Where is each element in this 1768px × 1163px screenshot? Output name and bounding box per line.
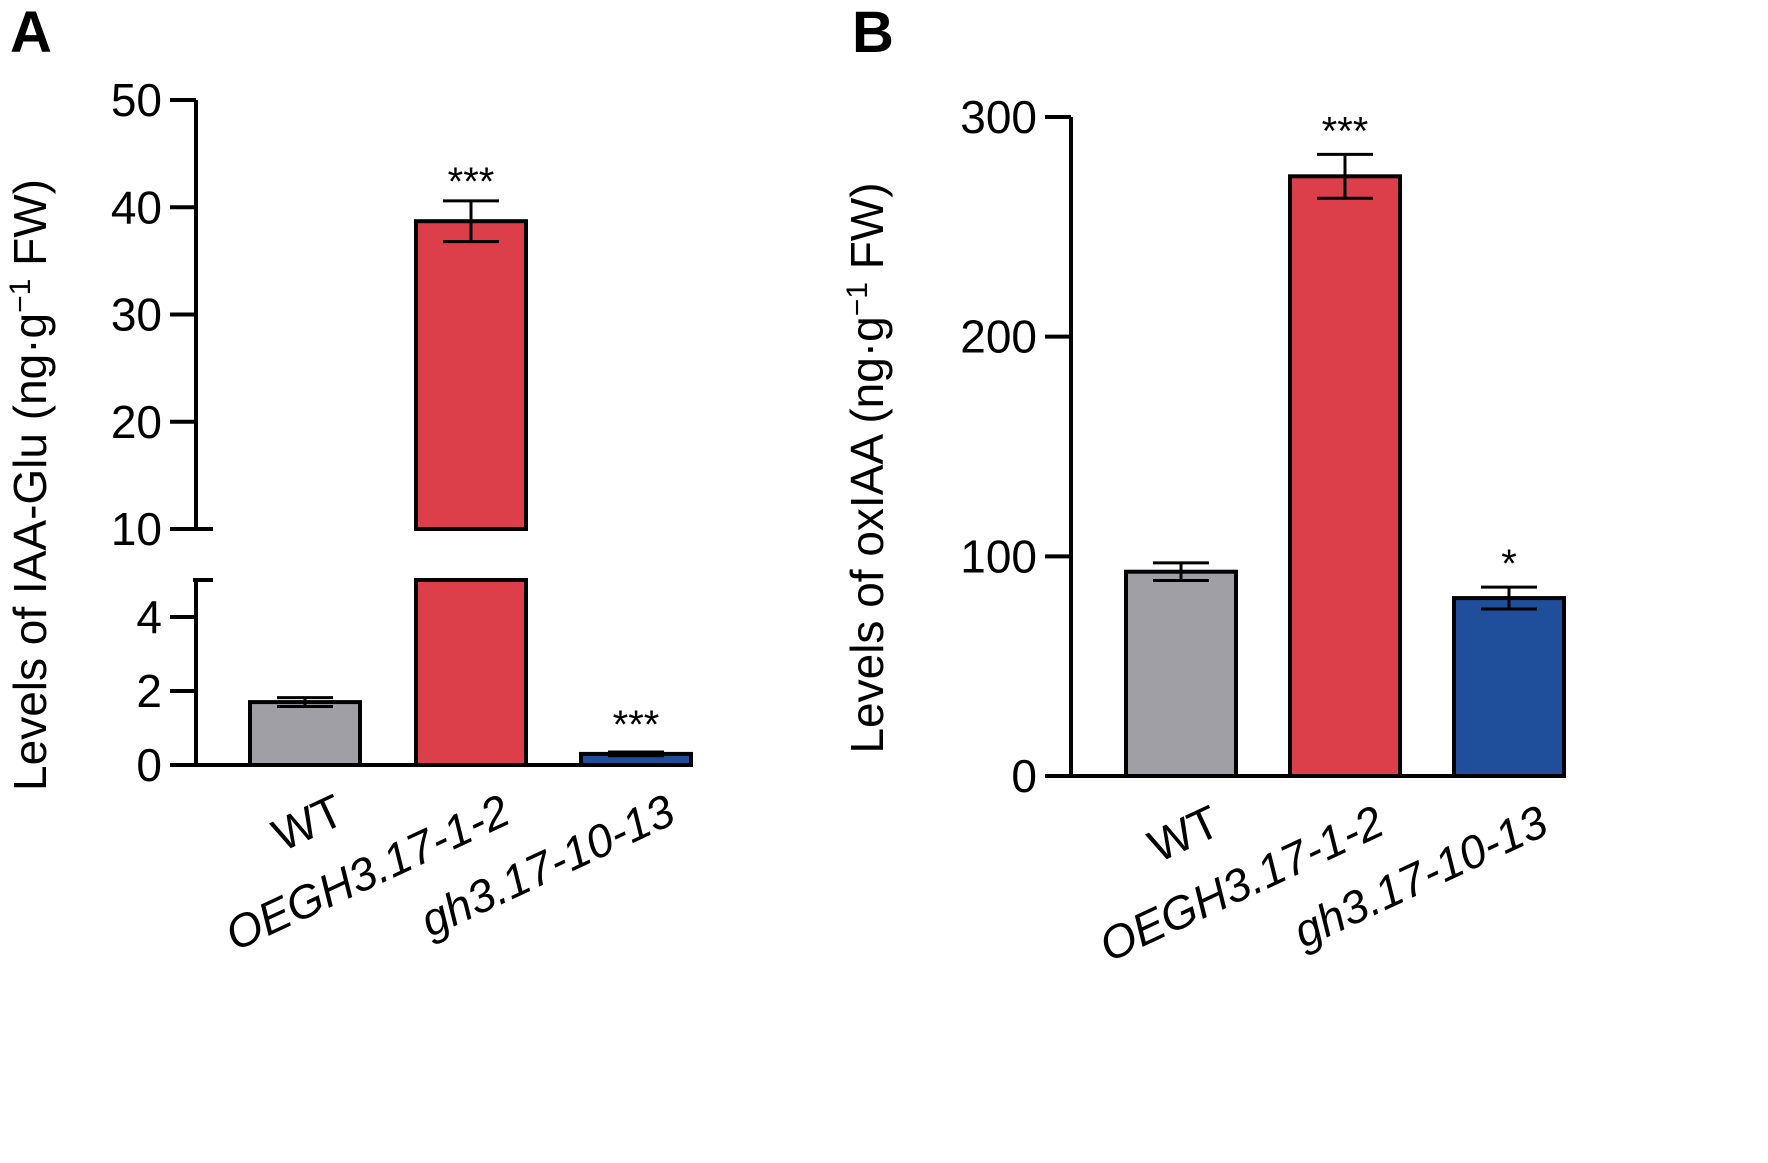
panel-a-y-axis: 10 20 30 40 50 0 2 4 bbox=[111, 74, 693, 791]
panel-b-bar-oegh3-17-1-2 bbox=[1288, 174, 1402, 778]
panel-b-y-axis: 0 100 200 300 bbox=[960, 91, 1566, 802]
panel-b-y-tick-label: 100 bbox=[960, 530, 1037, 582]
panel-a-y-tick-label: 2 bbox=[136, 665, 162, 717]
panel-a-y-tick-label: 0 bbox=[136, 739, 162, 791]
panel-a-bar-oegh3-17-1-2-upper bbox=[414, 219, 528, 531]
panel-a-significance-oegh3-17-1-2: *** bbox=[448, 160, 495, 204]
panel-b-y-tick-label: 300 bbox=[960, 91, 1037, 143]
panel-b-bar-gh3-17-10-13 bbox=[1452, 596, 1566, 778]
panel-a-bar-wt bbox=[248, 700, 362, 767]
panel-a: A *** *** 10 20 30 40 50 0 2 4 Levels of IAA-Glu… bbox=[4, 0, 693, 961]
panel-a-significance-gh3-17-10-13: *** bbox=[613, 703, 660, 747]
panel-b-category-label-wt: WT bbox=[1140, 795, 1227, 872]
panel-a-y-tick-label: 40 bbox=[111, 181, 162, 233]
panel-b-bar-wt bbox=[1124, 569, 1238, 779]
panel-b-y-tick-label: 200 bbox=[960, 311, 1037, 363]
panel-b-y-axis-title: Levels of oxIAA (ng·g−1 FW) bbox=[841, 182, 893, 753]
panel-b-bars: **** bbox=[1124, 109, 1566, 779]
panel-b-significance-gh3-17-10-13: * bbox=[1501, 542, 1517, 586]
panel-a-y-tick-label: 10 bbox=[111, 503, 162, 555]
figure: A *** *** 10 20 30 40 50 0 2 4 Levels of IAA-Glu… bbox=[4, 0, 1566, 972]
panel-a-bar-oegh3-17-1-2-lower bbox=[414, 578, 528, 767]
panel-a-y-tick-label: 20 bbox=[111, 396, 162, 448]
panel-a-category-label-wt: WT bbox=[264, 784, 351, 861]
panel-b-label: B bbox=[852, 0, 894, 65]
panel-b-significance-oegh3-17-1-2: *** bbox=[1322, 109, 1369, 153]
panel-a-y-tick-label: 30 bbox=[111, 289, 162, 341]
panel-a-y-tick-label: 4 bbox=[136, 591, 162, 643]
panel-a-bars: *** *** bbox=[248, 160, 693, 768]
panel-a-y-tick-label: 50 bbox=[111, 74, 162, 126]
panel-a-label: A bbox=[10, 0, 52, 65]
panel-a-y-axis-title: Levels of IAA-Glu (ng·g−1 FW) bbox=[4, 179, 56, 791]
panel-b-y-tick-label: 0 bbox=[1011, 750, 1037, 802]
